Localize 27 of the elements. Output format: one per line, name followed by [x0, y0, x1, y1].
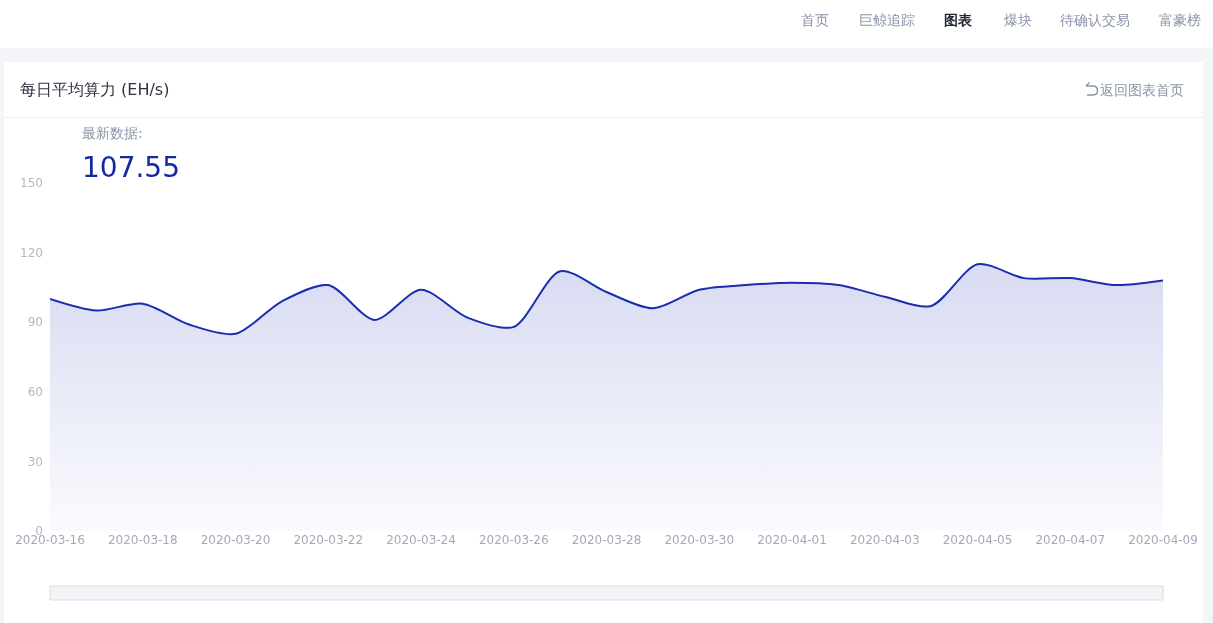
text: 图表	[944, 12, 973, 28]
y-tick-label: 60	[27, 385, 43, 399]
x-tick-label: 2020-03-22	[293, 533, 364, 547]
text: 富豪榜	[1159, 12, 1201, 28]
x-tick-label: 2020-04-01	[757, 533, 827, 547]
x-tick-label: 2020-03-18	[107, 533, 178, 547]
text: 最新数据:	[82, 125, 143, 141]
x-tick-label: 2020-03-30	[664, 533, 735, 547]
text: 返回图表首页	[1100, 82, 1184, 98]
y-tick-label: 90	[27, 315, 43, 330]
y-tick-label: 120	[20, 245, 43, 260]
x-tick-label: 2020-03-26	[478, 533, 549, 547]
chart-title: 每日平均算力 (EH/s)	[20, 79, 170, 99]
annotation: 107.55	[82, 151, 180, 184]
x-tick-label: 2020-04-07	[1035, 533, 1106, 547]
x-tick-label: 2020-04-03	[849, 533, 920, 547]
x-tick-label: 2020-03-24	[386, 533, 456, 547]
text: 巨鲸追踪	[859, 12, 915, 28]
x-tick-label: 2020-03-28	[571, 533, 642, 547]
x-tick-label: 2020-04-09	[1128, 533, 1198, 547]
y-tick-label: 150	[20, 176, 43, 191]
text: 爆块	[1004, 12, 1032, 28]
y-tick-label: 30	[27, 454, 43, 469]
x-tick-label: 2020-03-20	[200, 533, 271, 547]
x-tick-label: 2020-04-05	[942, 533, 1013, 547]
text: 首页	[801, 12, 829, 28]
text: 待确认交易	[1060, 12, 1130, 28]
